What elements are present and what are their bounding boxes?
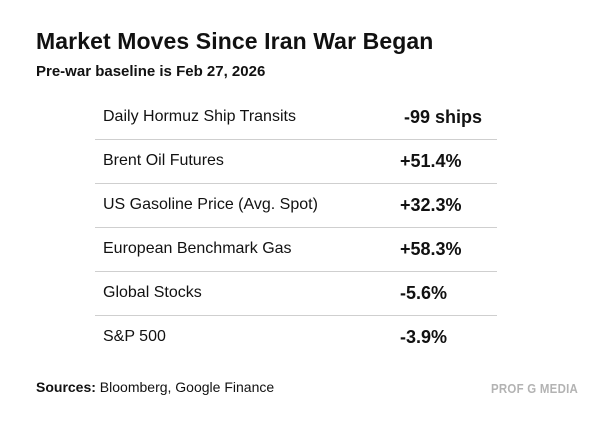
sources-label: Sources:: [36, 379, 96, 395]
row-value: -5.6%: [400, 283, 448, 303]
row-value: +32.3%: [400, 195, 462, 215]
table-row: Brent Oil Futures +51.4%: [95, 140, 497, 184]
table-row: Daily Hormuz Ship Transits -99 ships: [95, 96, 497, 140]
table-row: S&P 500 -3.9%: [95, 316, 497, 359]
market-moves-table: Daily Hormuz Ship Transits -99 ships Bre…: [95, 96, 497, 359]
row-label: S&P 500: [103, 328, 166, 345]
row-value: +58.3%: [400, 239, 462, 259]
sources-note: Sources: Bloomberg, Google Finance: [36, 379, 274, 395]
row-value: -99 ships: [404, 107, 483, 127]
row-label: US Gasoline Price (Avg. Spot): [103, 196, 318, 213]
row-label: Daily Hormuz Ship Transits: [103, 108, 296, 125]
page-subtitle: Pre-war baseline is Feb 27, 2026: [36, 63, 266, 80]
table-row: European Benchmark Gas +58.3%: [95, 228, 497, 272]
brand-logo: PROF G MEDIA: [491, 381, 579, 396]
row-value: -3.9%: [400, 327, 448, 347]
row-label: Brent Oil Futures: [103, 152, 224, 169]
row-value: +51.4%: [400, 151, 462, 171]
page-title: Market Moves Since Iran War Began: [36, 28, 434, 54]
table-row: US Gasoline Price (Avg. Spot) +32.3%: [95, 184, 497, 228]
table-row: Global Stocks -5.6%: [95, 272, 497, 316]
sources-text: Bloomberg, Google Finance: [95, 379, 275, 395]
row-label: Global Stocks: [103, 284, 202, 301]
row-label: European Benchmark Gas: [103, 240, 292, 257]
